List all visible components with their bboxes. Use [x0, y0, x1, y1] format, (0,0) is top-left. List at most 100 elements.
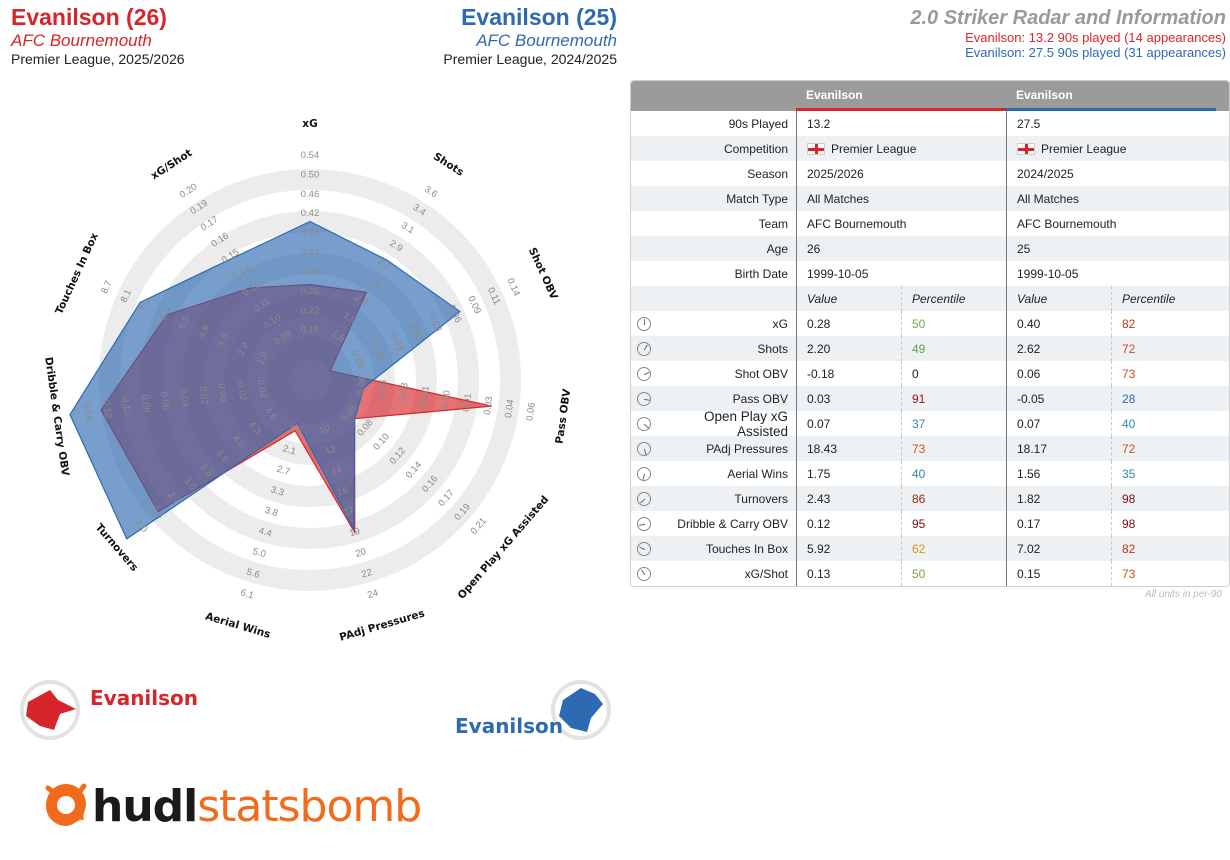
- metric-value-player1: 18.43: [796, 436, 901, 461]
- legend-player1-icon: Evanilson: [20, 680, 198, 740]
- metric-value-player2: 7.02: [1006, 536, 1111, 561]
- player2-header: Evanilson (25) AFC Bournemouth Premier L…: [443, 4, 617, 69]
- radar-tick-label: 0.03: [482, 396, 496, 416]
- metric-clock-icon: [637, 541, 651, 556]
- metric-value-player2: 0.40: [1006, 311, 1111, 336]
- radar-tick-label: 4.9: [197, 323, 212, 340]
- row-label: Competition: [723, 141, 788, 156]
- row-label: Season: [747, 166, 788, 181]
- radar-tick-label: 0.34: [301, 247, 320, 258]
- player1-minutes-line: Evanilson: 13.2 90s played (14 appearanc…: [965, 30, 1226, 45]
- row-label: Age: [766, 241, 788, 256]
- radar-tick-label: 0.14: [504, 277, 522, 298]
- radar-tick-label: 5.0: [251, 546, 267, 560]
- subheader-percentile-1: Percentile: [901, 286, 1006, 311]
- radar-tick-label: 0.21: [469, 516, 489, 537]
- metric-percentile-player2: 73: [1111, 561, 1216, 586]
- radar-tick-label: 0.08: [139, 394, 153, 414]
- radar-tick-label: -0.01: [418, 385, 432, 408]
- metric-label-cell: Touches In Box: [631, 536, 796, 561]
- metric-label: Dribble & Carry OBV: [677, 516, 788, 531]
- radar-tick-label: 10: [318, 423, 331, 437]
- row-value-player1: Premier League: [796, 136, 1006, 161]
- metric-percentile-player2: 72: [1111, 436, 1216, 461]
- metric-clock-icon: [637, 366, 651, 381]
- radar-tick-label: 2.9: [236, 341, 251, 358]
- player1-name: Evanilson (26): [11, 4, 167, 30]
- metric-value-player2: 18.17: [1006, 436, 1111, 461]
- metric-clock-icon: [637, 391, 651, 406]
- statsbomb-logo-icon: [45, 783, 87, 826]
- player1-header: Evanilson (26) AFC Bournemouth Premier L…: [11, 4, 185, 69]
- radar-tick-label: 0.50: [301, 169, 320, 180]
- row-label: Team: [758, 216, 788, 231]
- radar-tick-label: 3.8: [263, 505, 279, 519]
- radar-tick-label: 0.00: [215, 383, 229, 403]
- radar-tick-label: 0.26: [301, 286, 320, 297]
- metric-value-player1: 2.43: [796, 486, 901, 511]
- radar-tick-label: 0.20: [178, 181, 200, 200]
- radar-tick-label: 3.6: [422, 184, 439, 200]
- legend-player2-name: Evanilson: [455, 714, 563, 738]
- row-value-player1: 13.2: [796, 111, 1006, 136]
- comparison-table: Evanilson Evanilson 90s Played 13.2 27.5 Co…: [630, 80, 1230, 587]
- radar-tick-label: 0.12: [100, 399, 114, 419]
- logo-text-statsbomb: statsbomb: [197, 780, 422, 832]
- metric-percentile-player2: 82: [1111, 311, 1216, 336]
- radar-tick-label: 19: [348, 526, 361, 540]
- metric-value-player1: 0.13: [796, 561, 901, 586]
- radar-tick-label: -0.04: [254, 376, 268, 399]
- metric-value-player1: 0.12: [796, 511, 901, 536]
- units-footnote: All units in per-90: [1144, 589, 1222, 600]
- table-row: Season 2025/2026 2024/2025: [631, 161, 1229, 186]
- table-row: Match Type All Matches All Matches: [631, 186, 1229, 211]
- radar-tick-label: 6.5: [158, 306, 173, 323]
- radar-tick-label: 0.06: [158, 391, 172, 411]
- metric-label: Turnovers: [734, 491, 788, 506]
- radar-axis-label: Shots: [431, 151, 466, 179]
- england-flag-icon: [807, 142, 825, 155]
- metric-percentile-player1: 40: [901, 461, 1006, 486]
- legend-player2: Evanilson: [455, 678, 615, 753]
- metric-value-player1: 0.07: [796, 411, 901, 436]
- metric-row: Open Play xG Assisted 0.07 37 0.07 40: [631, 409, 1229, 439]
- subheader-blank: [631, 286, 796, 311]
- radar-tick-label: 1.6: [288, 423, 304, 437]
- row-value-player2: All Matches: [1006, 186, 1216, 211]
- radar-tick-label: 0.04: [177, 388, 191, 408]
- metric-percentile-player1: 73: [901, 436, 1006, 461]
- metric-row: Aerial Wins 1.75 40 1.56 35: [631, 461, 1229, 486]
- radar-axis-label: Pass OBV: [554, 387, 574, 444]
- row-value-player2: 25: [1006, 236, 1216, 261]
- table-header-player1: Evanilson: [796, 81, 1006, 111]
- metric-clock-icon: [637, 466, 651, 481]
- table-row: Competition Premier League Premier League: [631, 136, 1229, 161]
- radar-tick-label: 0.01: [461, 393, 475, 413]
- metric-label-cell: Dribble & Carry OBV: [631, 511, 796, 536]
- radar-tick-label: 0.42: [301, 208, 320, 219]
- radar-tick-label: 7.1: [138, 297, 153, 314]
- metric-value-player2: -0.05: [1006, 386, 1111, 411]
- row-value-player1: All Matches: [796, 186, 1006, 211]
- metric-label: Touches In Box: [705, 541, 788, 556]
- metric-percentile-player2: 98: [1111, 486, 1216, 511]
- metric-value-player1: -0.18: [796, 361, 901, 386]
- radar-tick-label: 0.54: [301, 150, 320, 161]
- metric-label: xG: [772, 316, 788, 331]
- metric-percentile-player2: 72: [1111, 336, 1216, 361]
- radar-tick-label: 5.6: [245, 567, 261, 581]
- radar-tick-label: 17: [342, 505, 355, 519]
- metric-row: Turnovers 2.43 86 1.82 98: [631, 486, 1229, 511]
- row-label: 90s Played: [728, 116, 788, 131]
- metric-clock-icon: [637, 491, 651, 506]
- radar-tick-label: -0.02: [234, 378, 248, 401]
- metric-percentile-player1: 86: [901, 486, 1006, 511]
- metric-row: Shot OBV -0.18 0 0.06 73: [631, 361, 1229, 386]
- metric-percentile-player2: 40: [1111, 411, 1216, 436]
- radar-tick-label: 0.10: [119, 396, 133, 416]
- metric-value-player2: 0.15: [1006, 561, 1111, 586]
- metric-percentile-player1: 0: [901, 361, 1006, 386]
- row-value-player1: 1999-10-05: [796, 261, 1006, 286]
- player2-competition: Premier League, 2024/2025: [443, 51, 617, 67]
- row-value-player2: Premier League: [1006, 136, 1216, 161]
